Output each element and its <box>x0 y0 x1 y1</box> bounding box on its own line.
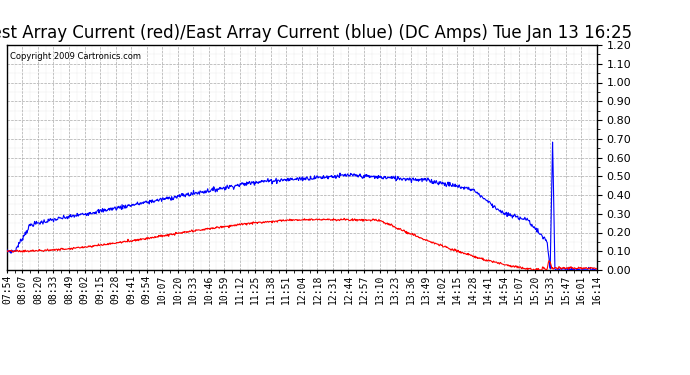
Text: West Array Current (red)/East Array Current (blue) (DC Amps) Tue Jan 13 16:25: West Array Current (red)/East Array Curr… <box>0 24 631 42</box>
Text: Copyright 2009 Cartronics.com: Copyright 2009 Cartronics.com <box>10 52 141 61</box>
